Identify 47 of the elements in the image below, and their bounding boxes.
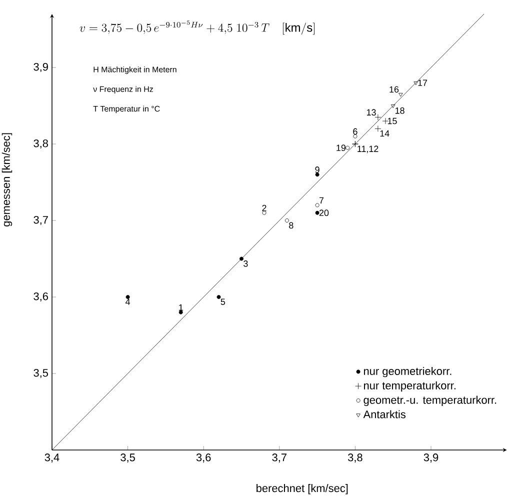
legend-label: Antarktis: [363, 410, 406, 418]
y-tick-label: 3,9: [34, 62, 48, 72]
annotation: 6: [353, 128, 358, 135]
legend-label: nur geometriekorr.: [364, 366, 452, 378]
point: [216, 295, 221, 299]
annotation: 20: [319, 210, 329, 216]
point: [240, 256, 244, 261]
annotation: 8: [289, 222, 294, 229]
point: [315, 203, 320, 208]
annotation: 2: [262, 204, 266, 212]
y-tick-label: 3,5: [34, 368, 48, 378]
point: [391, 104, 396, 108]
point: [374, 126, 382, 132]
annotation: 14: [380, 130, 390, 137]
x-tick-label: 3,5: [120, 454, 135, 463]
x-tick-label: 3,4: [44, 454, 60, 463]
legend-label: nur temperaturkorr.: [364, 381, 456, 392]
point: [284, 218, 289, 222]
annotation: 1: [179, 304, 183, 311]
annotation: 17: [418, 80, 428, 86]
x-tick-label: 3,7: [272, 454, 286, 463]
annotation: 16: [390, 86, 399, 93]
point: [374, 114, 382, 120]
point: [346, 146, 350, 150]
annotation: 11,12: [358, 146, 378, 154]
annotation: 18: [395, 107, 404, 114]
y-tick-label: 3,6: [34, 292, 48, 302]
point: [315, 210, 320, 215]
x-tick-label: 3,6: [196, 454, 211, 463]
y-tick-label: 3,8: [34, 139, 48, 149]
x-axis-title: berechnet [km/sec]: [256, 484, 348, 494]
annotation: 9: [315, 166, 320, 173]
y-tick-label: 3,7: [34, 216, 48, 226]
annotation: 3: [244, 260, 248, 267]
annotation: 19: [336, 144, 346, 151]
x-tick-label: 3,8: [348, 454, 362, 463]
annotation: 15: [388, 118, 397, 124]
y-axis-title: gemessen [km/sec]: [2, 133, 12, 226]
x-tick-label: 3,9: [424, 454, 438, 463]
point: [398, 92, 403, 97]
annotation: 13: [366, 109, 376, 116]
annotation: 5: [220, 298, 226, 305]
annotation: 7: [319, 197, 324, 204]
annotation: $v = 3{,}75-0{,}5\,e^{-9\cdot 10^{-5}H\nu}+4{,}5\;10^{-3}\,T\quad[\mathrm{km/s}]$: [80, 20, 314, 35]
annotation: 4: [126, 298, 130, 305]
point: [414, 82, 418, 86]
legend-label: geometr.-u. temperaturkorr.: [364, 396, 496, 406]
